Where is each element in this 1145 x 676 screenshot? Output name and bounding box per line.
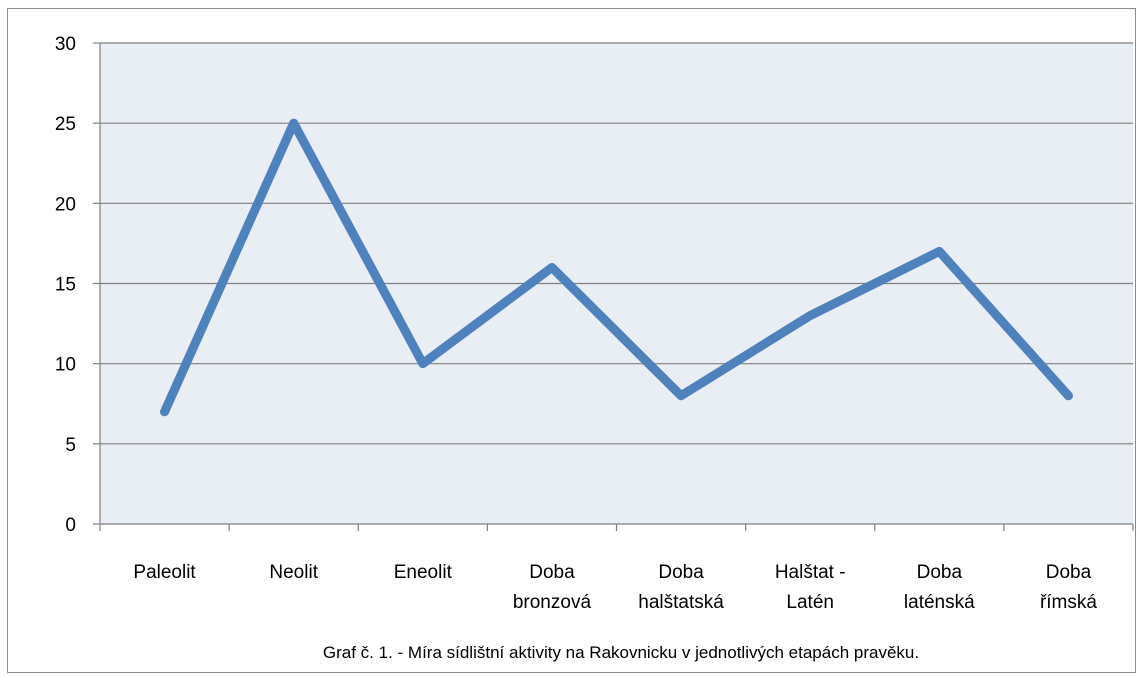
data-point — [680, 394, 683, 397]
x-category-label: Doba bronzová — [513, 562, 592, 613]
x-category-label: Doba římská — [1040, 562, 1097, 613]
data-point — [421, 362, 424, 365]
y-tick-label: 0 — [65, 515, 76, 536]
y-tick-label: 20 — [55, 194, 76, 215]
data-point — [938, 250, 941, 253]
x-category-label: Halštat -Latén — [775, 562, 846, 613]
chart-caption: Graf č. 1. - Míra sídlištní aktivity na … — [323, 643, 919, 662]
x-category-label: Doba halštatská — [638, 562, 724, 613]
y-tick-label: 25 — [55, 114, 76, 135]
series-line — [160, 118, 1073, 417]
data-point — [550, 266, 553, 269]
data-point — [1067, 394, 1070, 397]
y-tick-label: 5 — [65, 435, 76, 456]
x-category-label: Neolit — [269, 562, 318, 583]
y-tick-label: 15 — [55, 275, 76, 296]
y-tick-label: 10 — [55, 355, 76, 376]
gridlines — [100, 42, 1133, 445]
y-tick-label: 30 — [55, 34, 76, 55]
data-point — [809, 314, 812, 317]
x-category-label: Doba laténská — [904, 562, 975, 613]
x-category-label: Eneolit — [394, 562, 453, 583]
x-category-label: Paleolit — [133, 562, 196, 583]
axes: 0 5 10 15 20 25 30 Paleolit Neolit Eneolit Doba bro… — [55, 34, 1134, 613]
data-point — [163, 410, 166, 413]
series-layer — [160, 118, 1073, 417]
data-point — [292, 122, 295, 125]
